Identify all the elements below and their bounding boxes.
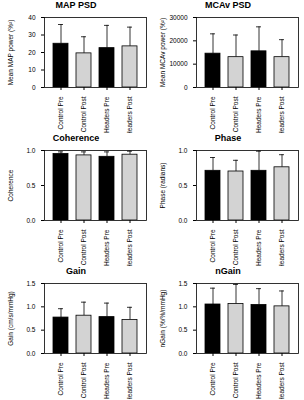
svg-text:Phase (radians): Phase (radians) <box>159 163 167 209</box>
svg-text:0.0: 0.0 <box>26 217 35 224</box>
svg-text:Headers Pre: Headers Pre <box>255 96 262 133</box>
svg-text:Headers Post: Headers Post <box>278 229 285 266</box>
svg-text:Control Post: Control Post <box>80 362 87 398</box>
svg-text:1.0: 1.0 <box>178 147 187 154</box>
svg-text:Headers Pre: Headers Pre <box>255 229 262 266</box>
html-text:MCAv PSD: MCAv PSD <box>204 0 252 10</box>
svg-text:Headers Pre: Headers Pre <box>103 362 110 399</box>
svg-text:Coherence: Coherence <box>7 169 14 201</box>
svg-text:40: 40 <box>28 14 36 21</box>
svg-text:30: 30 <box>28 31 36 38</box>
svg-text:Control Pre: Control Pre <box>209 229 216 262</box>
html-text:Phase: Phase <box>214 133 242 143</box>
svg-text:10000: 10000 <box>169 60 187 67</box>
svg-text:0: 0 <box>32 84 36 91</box>
svg-text:0.5: 0.5 <box>178 182 187 189</box>
svg-text:Control Pre: Control Pre <box>57 362 64 395</box>
svg-text:0: 0 <box>184 84 188 91</box>
svg-text:Mean MCAv power (%²): Mean MCAv power (%²) <box>159 18 167 87</box>
svg-text:10: 10 <box>28 66 36 73</box>
svg-text:Gain (cm/s/mmHg): Gain (cm/s/mmHg) <box>7 291 15 346</box>
svg-text:Headers Pre: Headers Pre <box>103 96 110 133</box>
svg-text:Control Post: Control Post <box>80 229 87 265</box>
svg-text:Headers Post: Headers Post <box>126 96 133 133</box>
svg-text:1.0: 1.0 <box>26 147 35 154</box>
svg-text:Headers Pre: Headers Pre <box>255 362 262 399</box>
svg-text:Headers Post: Headers Post <box>278 362 285 399</box>
html-text:Coherence: Coherence <box>52 133 100 143</box>
svg-text:0.0: 0.0 <box>26 350 35 357</box>
svg-text:0.5: 0.5 <box>178 326 187 333</box>
svg-text:Headers Pre: Headers Pre <box>103 229 110 266</box>
html-text:nGain: nGain <box>215 266 241 276</box>
svg-text:Control Post: Control Post <box>80 96 87 132</box>
svg-text:30000: 30000 <box>169 14 187 21</box>
svg-text:0.0: 0.0 <box>178 350 187 357</box>
svg-text:1.5: 1.5 <box>26 280 35 287</box>
svg-text:20: 20 <box>28 49 36 56</box>
svg-text:Control Pre: Control Pre <box>57 229 64 262</box>
svg-text:1.0: 1.0 <box>178 303 187 310</box>
html-text:MAP PSD: MAP PSD <box>55 0 97 10</box>
svg-text:Headers Post: Headers Post <box>278 96 285 133</box>
svg-text:20000: 20000 <box>169 37 187 44</box>
html-text:Gain: Gain <box>66 266 86 276</box>
svg-text:0.5: 0.5 <box>26 182 35 189</box>
svg-text:0.5: 0.5 <box>26 326 35 333</box>
svg-text:Control Post: Control Post <box>232 229 239 265</box>
svg-text:Headers Post: Headers Post <box>126 229 133 266</box>
svg-text:Control Pre: Control Pre <box>209 96 216 129</box>
svg-text:Control Pre: Control Pre <box>209 362 216 395</box>
svg-text:Control Post: Control Post <box>232 362 239 398</box>
svg-text:Control Post: Control Post <box>232 96 239 132</box>
svg-text:Headers Post: Headers Post <box>126 362 133 399</box>
svg-text:1.0: 1.0 <box>26 303 35 310</box>
svg-text:nGain (%/%/mmHg): nGain (%/%/mmHg) <box>159 290 167 348</box>
svg-text:1.5: 1.5 <box>178 280 187 287</box>
svg-text:Control Pre: Control Pre <box>57 96 64 129</box>
svg-text:Mean MAP power (%²): Mean MAP power (%²) <box>7 20 15 86</box>
svg-text:0.0: 0.0 <box>178 217 187 224</box>
